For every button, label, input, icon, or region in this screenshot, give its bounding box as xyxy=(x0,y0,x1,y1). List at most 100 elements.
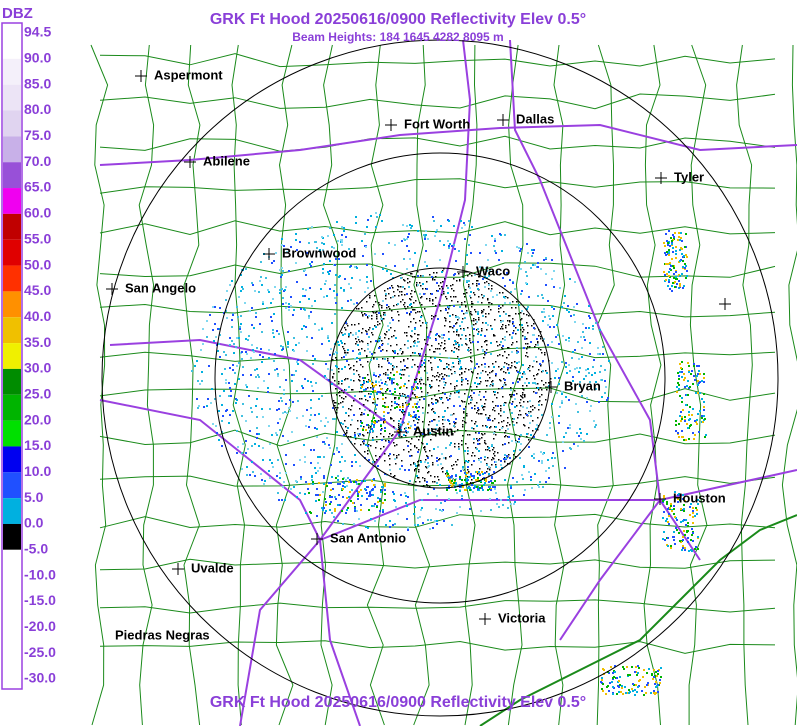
echo-pixel xyxy=(385,295,387,297)
county-line xyxy=(231,44,246,726)
echo-pixel xyxy=(695,392,697,394)
echo-pixel xyxy=(277,422,279,424)
echo-pixel xyxy=(355,461,357,463)
echo-pixel xyxy=(461,373,463,375)
echo-pixel xyxy=(423,436,425,438)
echo-pixel xyxy=(472,452,474,454)
echo-pixel xyxy=(401,465,403,467)
echo-pixel xyxy=(432,299,434,301)
echo-pixel xyxy=(393,378,395,380)
echo-pixel xyxy=(360,444,362,446)
echo-pixel xyxy=(502,320,504,322)
legend-swatch xyxy=(3,265,21,292)
echo-pixel xyxy=(409,298,411,300)
echo-pixel xyxy=(256,416,258,418)
echo-pixel xyxy=(443,334,445,336)
echo-pixel xyxy=(397,513,399,515)
echo-pixel xyxy=(445,458,447,460)
echo-pixel xyxy=(542,340,544,342)
echo-pixel xyxy=(331,322,333,324)
echo-pixel xyxy=(481,294,483,296)
echo-pixel xyxy=(475,311,477,313)
echo-pixel xyxy=(342,496,344,498)
echo-pixel xyxy=(375,301,377,303)
echo-pixel xyxy=(417,517,419,519)
echo-pixel xyxy=(345,329,347,331)
echo-pixel xyxy=(332,488,334,490)
echo-pixel xyxy=(335,365,337,367)
echo-pixel xyxy=(456,391,458,393)
echo-pixel xyxy=(475,323,477,325)
echo-pixel xyxy=(279,269,281,271)
echo-pixel xyxy=(561,393,563,395)
echo-pixel xyxy=(334,284,336,286)
echo-pixel xyxy=(446,397,448,399)
echo-pixel xyxy=(281,267,283,269)
echo-pixel xyxy=(435,338,437,340)
echo-pixel xyxy=(526,407,528,409)
echo-pixel xyxy=(303,308,305,310)
echo-pixel xyxy=(488,481,490,483)
echo-pixel xyxy=(534,264,536,266)
echo-pixel xyxy=(532,430,534,432)
echo-pixel xyxy=(290,488,292,490)
echo-pixel xyxy=(444,500,446,502)
echo-pixel xyxy=(449,305,451,307)
echo-pixel xyxy=(329,227,331,229)
echo-pixel xyxy=(501,250,503,252)
echo-pixel xyxy=(478,432,480,434)
echo-pixel xyxy=(694,434,696,436)
echo-pixel xyxy=(373,372,375,374)
echo-pixel xyxy=(508,436,510,438)
echo-pixel xyxy=(385,334,387,336)
echo-pixel xyxy=(510,387,512,389)
echo-pixel xyxy=(432,375,434,377)
echo-pixel xyxy=(370,280,372,282)
echo-pixel xyxy=(412,276,414,278)
echo-pixel xyxy=(435,339,437,341)
echo-pixel xyxy=(682,494,684,496)
echo-pixel xyxy=(431,455,433,457)
echo-pixel xyxy=(506,331,508,333)
echo-pixel xyxy=(461,377,463,379)
echo-pixel xyxy=(456,280,458,282)
echo-pixel xyxy=(509,402,511,404)
echo-pixel xyxy=(522,406,524,408)
echo-pixel xyxy=(388,436,390,438)
echo-pixel xyxy=(442,376,444,378)
echo-pixel xyxy=(408,326,410,328)
echo-pixel xyxy=(286,412,288,414)
echo-pixel xyxy=(414,379,416,381)
echo-pixel xyxy=(579,428,581,430)
echo-pixel xyxy=(519,457,521,459)
echo-pixel xyxy=(399,393,401,395)
echo-pixel xyxy=(499,315,501,317)
echo-pixel xyxy=(689,406,691,408)
echo-pixel xyxy=(429,274,431,276)
echo-pixel xyxy=(388,306,390,308)
echo-pixel xyxy=(507,436,509,438)
echo-pixel xyxy=(588,315,590,317)
echo-pixel xyxy=(532,252,534,254)
echo-pixel xyxy=(681,371,683,373)
echo-pixel xyxy=(407,431,409,433)
echo-pixel xyxy=(433,272,435,274)
echo-pixel xyxy=(668,230,670,232)
echo-pixel xyxy=(426,372,428,374)
echo-pixel xyxy=(429,432,431,434)
echo-pixel xyxy=(378,302,380,304)
echo-pixel xyxy=(502,277,504,279)
echo-pixel xyxy=(425,288,427,290)
echo-pixel xyxy=(219,307,221,309)
echo-pixel xyxy=(303,444,305,446)
echo-pixel xyxy=(522,335,524,337)
echo-pixel xyxy=(458,344,460,346)
echo-pixel xyxy=(342,406,344,408)
echo-pixel xyxy=(515,441,517,443)
echo-pixel xyxy=(493,438,495,440)
echo-pixel xyxy=(671,510,673,512)
echo-pixel xyxy=(487,374,489,376)
echo-pixel xyxy=(541,414,543,416)
echo-pixel xyxy=(437,464,439,466)
echo-pixel xyxy=(488,466,490,468)
